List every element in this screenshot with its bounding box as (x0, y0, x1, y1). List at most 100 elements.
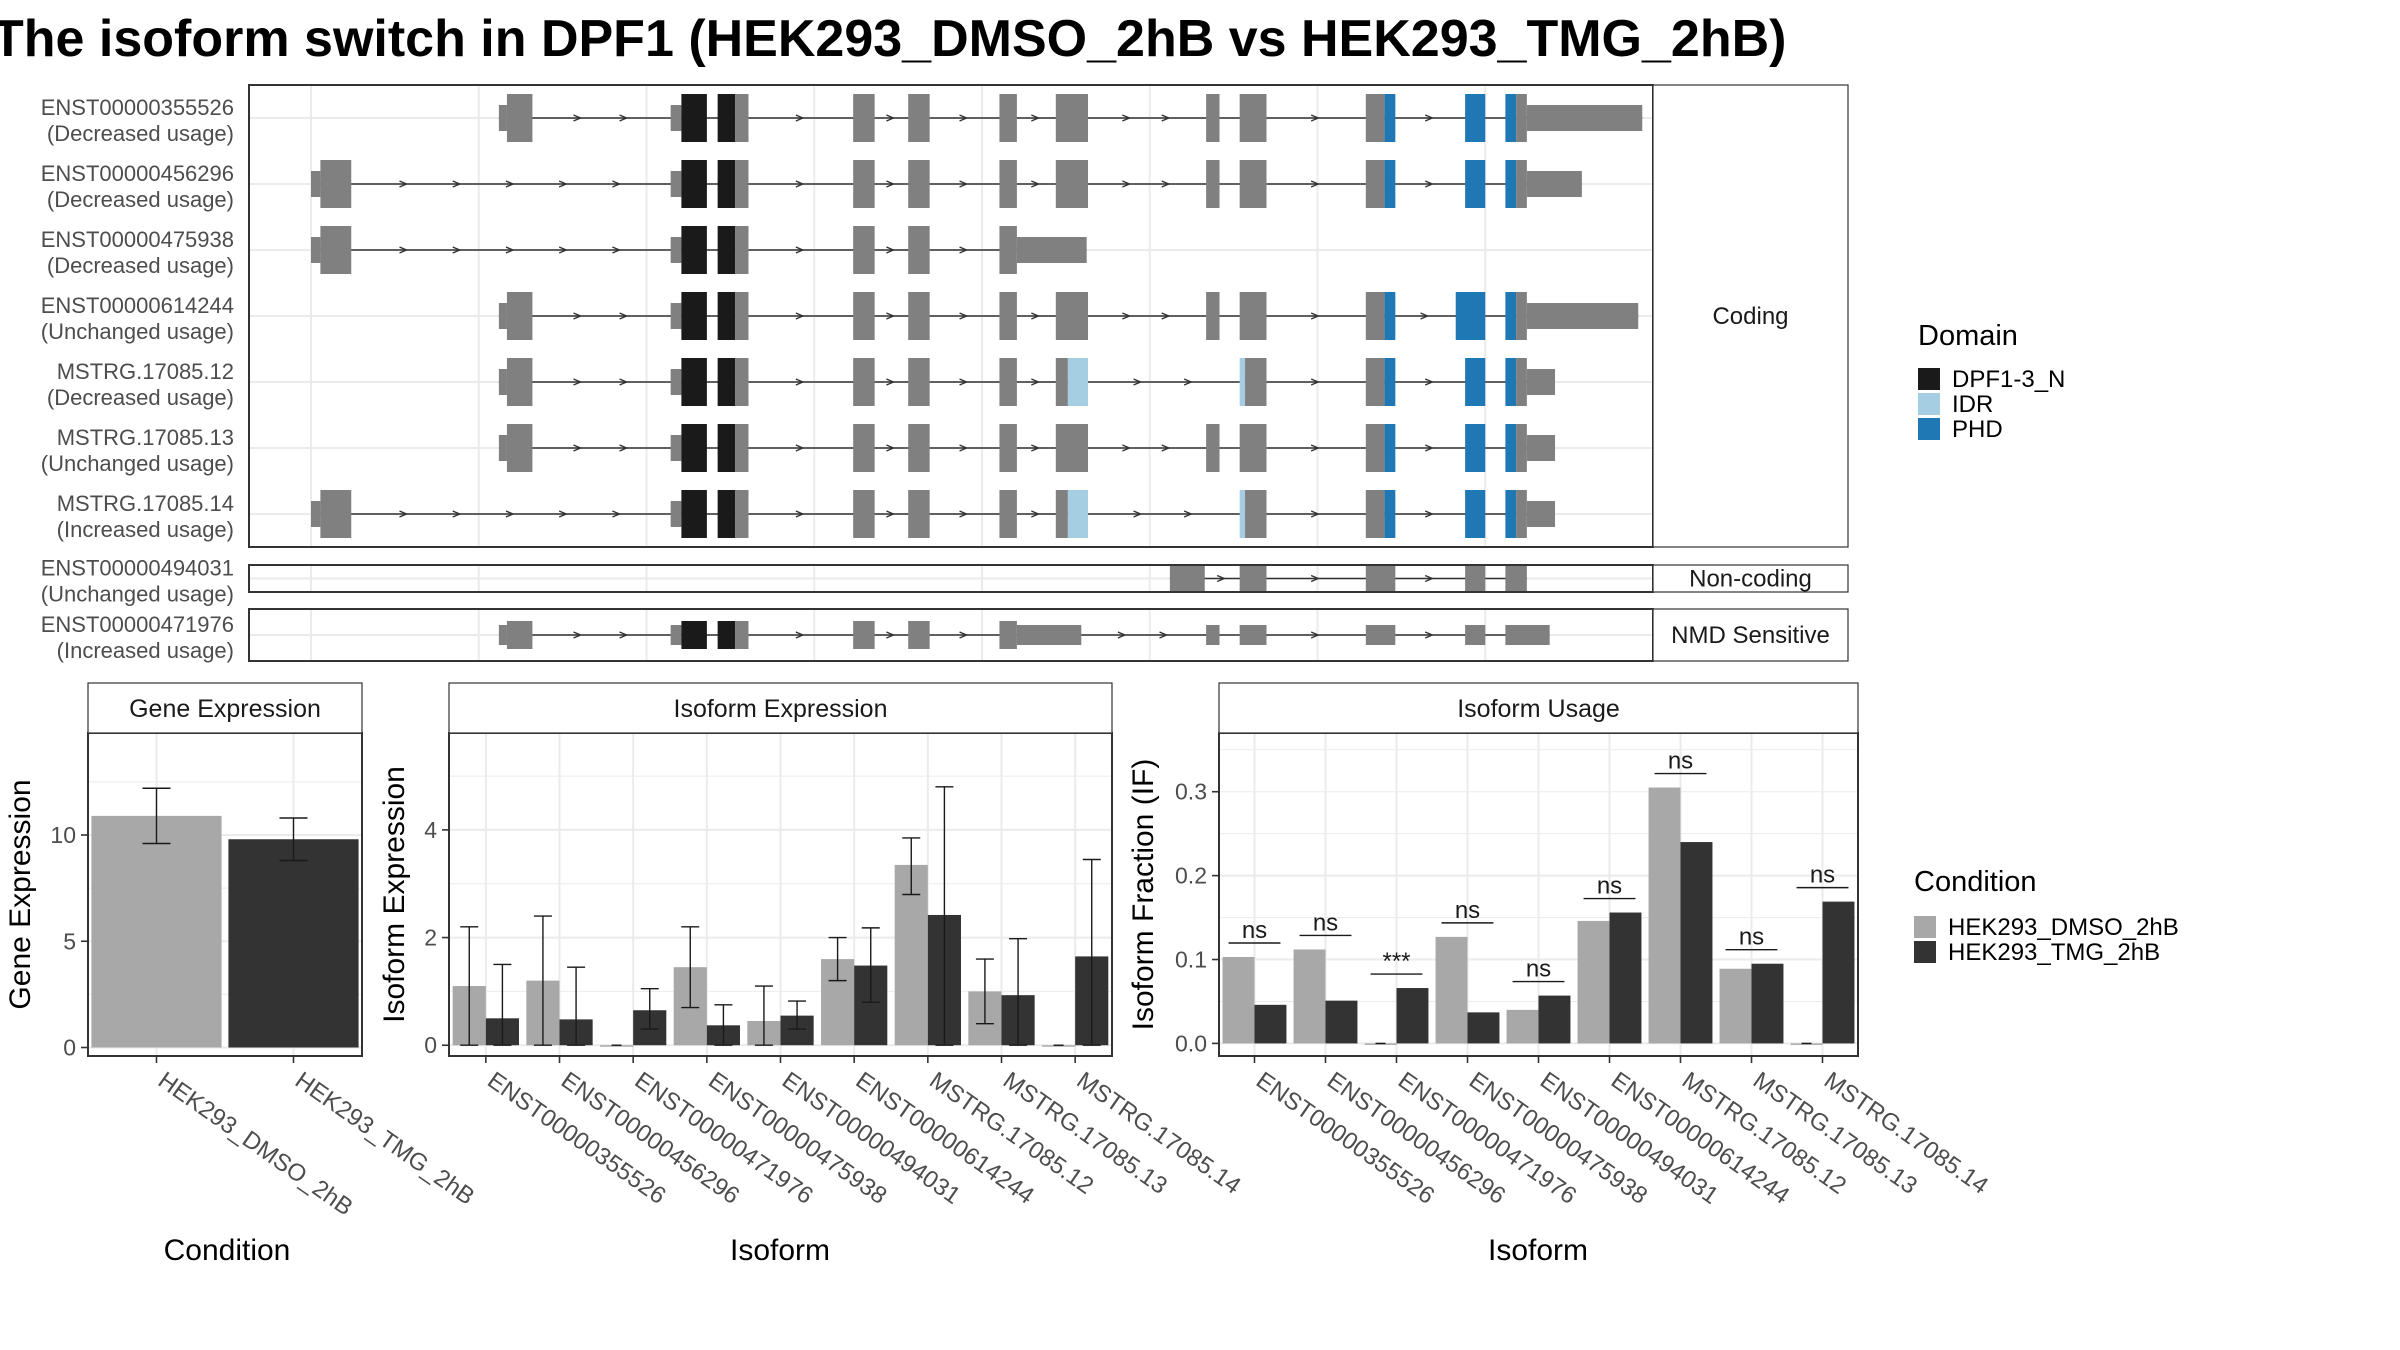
bar-hek293-tmg-2hb-mstrg-17085-13 (1751, 963, 1784, 1044)
legend-swatch-dpf1-3-n (1918, 368, 1940, 390)
utr-exon (1505, 625, 1550, 645)
intron-arrow (399, 510, 409, 518)
intron-arrow (886, 246, 896, 254)
intron-arrow (886, 312, 896, 320)
dpf1-3-n-domain (681, 94, 707, 142)
intron-arrow (612, 510, 622, 518)
bar-hek293-tmg-2hb-mstrg-17085-12 (1680, 842, 1713, 1044)
legend-swatch-phd (1918, 418, 1940, 440)
intron-arrow (959, 378, 969, 386)
facet-strip (448, 682, 1113, 734)
coding-exon (735, 94, 749, 142)
utr-exon (1239, 625, 1267, 645)
transcript-enst00000355526: ENST00000355526(Decreased usage) (41, 94, 1643, 146)
intron-arrow (1161, 114, 1171, 122)
utr-exon (311, 237, 321, 263)
coding-exon (735, 226, 749, 274)
coding-exon (908, 160, 930, 208)
coding-exon (908, 94, 930, 142)
bar-hek293-dmso-2hb-enst00000614244 (1577, 920, 1610, 1044)
phd-domain (1505, 94, 1517, 142)
bar-hek293-tmg-2hb-hek293-tmg-2hb (228, 839, 359, 1048)
coding-exon (506, 424, 533, 472)
structure-panel-nmd-sensitive: ENST00000471976(Increased usage) NMD Sens… (41, 608, 1849, 663)
facet-label-coding: Coding (1712, 303, 1788, 330)
intron-arrow (1161, 444, 1171, 452)
transcript-id-label: ENST00000494031 (41, 556, 234, 581)
intron-arrow (1424, 574, 1435, 583)
coding-exon (320, 226, 352, 274)
phd-domain (1465, 424, 1486, 472)
chart-title: Gene Expression (129, 695, 321, 723)
intron-arrow (619, 631, 629, 639)
coding-exon (1516, 94, 1527, 142)
utr-exon (1465, 625, 1486, 645)
bar-hek293-tmg-2hb-mstrg-17085-14 (1822, 901, 1855, 1044)
domain-legend-title: Domain (1918, 320, 2018, 352)
intron-arrow (1122, 114, 1132, 122)
coding-exon (506, 292, 533, 340)
coding-exon (1055, 490, 1068, 538)
intron-arrow (959, 631, 969, 639)
utr-exon (1016, 237, 1087, 263)
intron-arrow (399, 180, 409, 188)
utr-exon (1526, 171, 1582, 197)
coding-exon (1055, 94, 1089, 142)
dpf1-3-n-domain (681, 490, 707, 538)
intron-arrow (886, 180, 896, 188)
coding-exon (908, 621, 930, 649)
dpf1-3-n-domain (717, 94, 736, 142)
chart-isoform-usage: ns ns *** ns ns ns ns ns ns Isoform Usage 0.0 0.1 0.… (1127, 682, 1993, 1267)
significance-label: ns (1313, 909, 1338, 936)
intron-arrow (619, 444, 629, 452)
chart-title: Isoform Expression (674, 695, 888, 723)
intron-arrow (886, 510, 896, 518)
significance-label: ns (1739, 924, 1764, 951)
intron-arrow (1424, 378, 1435, 386)
dpf1-3-n-domain (717, 226, 736, 274)
intron-arrow (1424, 510, 1435, 518)
bar-hek293-dmso-2hb-enst00000471976 (600, 1045, 634, 1047)
coding-exon (1516, 490, 1527, 538)
idr-domain (1067, 490, 1089, 538)
coding-exon (999, 94, 1017, 142)
intron-arrow (1310, 114, 1320, 122)
coding-exon (1239, 292, 1267, 340)
intron-arrow (1122, 312, 1132, 320)
figure-title: The isoform switch in DPF1 (HEK293_DMSO_… (0, 10, 1786, 68)
coding-exon (999, 160, 1017, 208)
coding-exon (1055, 358, 1068, 406)
transcript-enst00000614244: ENST00000614244(Unchanged usage) (41, 292, 1639, 344)
phd-domain (1465, 358, 1486, 406)
intron-arrow (795, 444, 805, 452)
bar-hek293-tmg-2hb-enst00000494031 (1538, 995, 1571, 1044)
y-tick-label: 10 (50, 822, 76, 848)
legend-label-phd: PHD (1952, 416, 2003, 443)
coding-exon (1206, 160, 1220, 208)
intron-arrow (619, 312, 629, 320)
intron-arrow (612, 180, 622, 188)
coding-exon (1206, 94, 1220, 142)
y-tick-label: 0.2 (1175, 863, 1207, 889)
intron-arrow (1122, 180, 1132, 188)
coding-exon (735, 490, 749, 538)
intron-arrow (1161, 180, 1171, 188)
coding-exon (1245, 490, 1267, 538)
idr-domain (1239, 358, 1246, 406)
dpf1-3-n-domain (717, 358, 736, 406)
coding-exon (1516, 292, 1527, 340)
intron-arrow (1183, 378, 1193, 386)
y-tick-label: 0 (63, 1035, 76, 1061)
coding-exon (999, 292, 1017, 340)
bar-hek293-dmso-2hb-mstrg-17085-14 (1790, 1043, 1823, 1045)
transcript-id-label: MSTRG.17085.13 (57, 425, 234, 450)
legend-label-idr: IDR (1952, 391, 1993, 418)
coding-exon (908, 490, 930, 538)
coding-exon (1505, 565, 1527, 592)
phd-domain (1384, 424, 1396, 472)
bar-hek293-tmg-2hb-enst00000614244 (1609, 912, 1642, 1044)
phd-domain (1505, 160, 1517, 208)
phd-domain (1505, 424, 1517, 472)
chart-title: Isoform Usage (1457, 695, 1620, 723)
coding-exon (853, 358, 875, 406)
